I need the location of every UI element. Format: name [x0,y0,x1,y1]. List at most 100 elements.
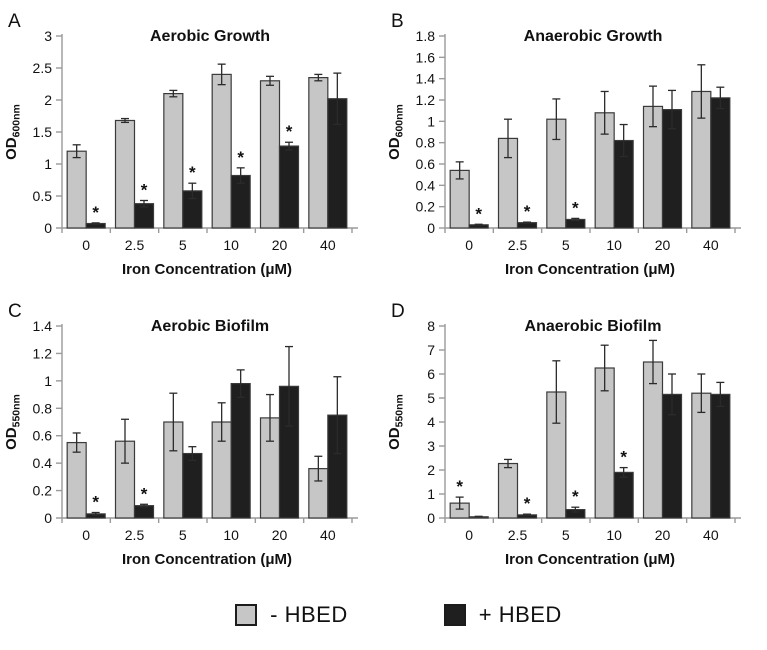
x-axis-category-label: 0 [82,237,90,253]
significance-star: * [524,494,531,513]
significance-star: * [456,477,463,496]
y-axis-tick-label: 0.6 [416,156,436,172]
figure-legend: - HBED + HBED [30,580,767,650]
y-axis-tick-label: 3 [44,28,52,44]
x-axis-category-label: 5 [562,527,570,543]
significance-star: * [524,202,531,221]
y-axis-tick-label: 3 [427,438,435,454]
bar-minus-hbed [66,150,87,229]
y-axis-title: OD550nm [3,394,23,450]
x-axis-category-label: 10 [606,237,622,253]
y-axis-tick-label: 6 [427,366,435,382]
panel-letter: C [8,301,22,322]
legend-label-plus-hbed: + HBED [478,602,562,627]
y-axis-tick-label: 2.5 [33,60,53,76]
x-axis-category-label: 40 [320,527,336,543]
bar-plus-hbed [278,145,300,229]
y-axis-tick-label: 1.5 [33,124,53,140]
significance-star: * [572,487,579,506]
chart-title: Aerobic Biofilm [151,318,269,335]
significance-star: * [141,484,148,503]
significance-star: * [286,122,293,141]
y-axis-tick-label: 5 [427,390,435,406]
y-axis-tick-label: 0 [427,510,435,526]
x-axis-category-label: 2.5 [125,237,145,253]
x-axis-category-label: 20 [272,237,288,253]
significance-star: * [475,204,482,223]
x-axis-category-label: 40 [703,237,719,253]
bar-plus-hbed [613,471,634,519]
x-axis-category-label: 2.5 [125,527,145,543]
bar-plus-hbed [710,97,731,229]
chart-panel-c: 00.20.40.60.811.21.4*0*2.5 5 10 20 40CAerobi… [3,301,358,568]
x-axis-category-label: 0 [465,527,473,543]
y-axis-tick-label: 1 [44,156,52,172]
y-axis-tick-label: 0.2 [416,199,436,215]
x-axis-category-label: 5 [179,527,187,543]
chart-panel-b: 00.20.40.60.811.21.41.61.8*0*2.5*5 10 20 40… [386,11,741,278]
x-axis-category-label: 20 [655,527,671,543]
y-axis-tick-label: 0.8 [416,135,436,151]
bar-minus-hbed [642,361,664,519]
y-axis-tick-label: 0.2 [33,483,53,499]
y-axis-tick-label: 0 [44,510,52,526]
chart-grid: 0 0.5 1 1.5 2 2.5 3 * 0 * 2.5 * 5 * 10 * 20 40 A Aerobic Gr… [3,11,741,568]
bar-plus-hbed [710,393,731,519]
bar-minus-hbed [497,462,519,519]
bar-minus-hbed [308,76,329,229]
x-axis-category-label: 0 [465,237,473,253]
y-axis-tick-label: 4 [427,414,435,430]
significance-star: * [92,203,99,222]
x-axis-category-label: 5 [562,237,570,253]
bar-minus-hbed [259,80,281,229]
y-axis-tick-label: 0 [427,220,435,236]
y-axis-tick-label: 2 [427,462,435,478]
x-axis-category-label: 40 [320,237,336,253]
significance-star: * [572,198,579,217]
y-axis-tick-label: 0.6 [33,428,53,444]
significance-star: * [237,148,244,167]
y-axis-tick-label: 1.2 [33,345,53,361]
y-axis-title: OD600nm [386,104,406,160]
panel-letter: A [8,11,21,32]
x-axis-category-label: 10 [223,527,239,543]
y-axis-tick-label: 1 [44,373,52,389]
y-axis-tick-label: 2 [44,92,52,108]
y-axis-tick-label: 0 [44,220,52,236]
x-axis-category-label: 2.5 [508,237,528,253]
panel-letter: D [391,301,405,322]
x-axis-category-label: 0 [82,527,90,543]
x-axis-title: Iron Concentration (μM) [505,261,675,278]
chart-title: Anaerobic Growth [524,28,663,45]
legend-label-minus-hbed: - HBED [270,602,348,627]
x-axis-category-label: 40 [703,527,719,543]
x-axis-category-label: 10 [223,237,239,253]
x-axis-title: Iron Concentration (μM) [505,551,675,568]
y-axis-title: OD600nm [3,104,23,160]
bar-plus-hbed [182,452,203,519]
y-axis-tick-label: 1 [427,113,435,129]
bar-minus-hbed [66,441,87,519]
legend-item-minus-hbed: - HBED [235,602,348,628]
chart-title: Anaerobic Biofilm [525,318,662,335]
bar-plus-hbed [230,382,251,519]
y-axis-tick-label: 1.6 [416,49,436,65]
y-axis-tick-label: 1.4 [33,318,53,334]
y-axis-tick-label: 7 [427,342,435,358]
y-axis-tick-label: 0.4 [33,455,53,471]
significance-star: * [92,493,99,512]
panel-letter: B [391,11,404,32]
y-axis-tick-label: 0.5 [33,188,53,204]
chart-title: Aerobic Growth [150,28,270,45]
y-axis-tick-label: 0.4 [416,177,436,193]
significance-star: * [620,448,627,467]
legend-swatch-minus-hbed [235,604,258,626]
x-axis-title: Iron Concentration (μM) [122,551,292,568]
y-axis-tick-label: 1.2 [416,92,436,108]
x-axis-category-label: 2.5 [508,527,528,543]
x-axis-category-label: 10 [606,527,622,543]
y-axis-tick-label: 1.4 [416,71,436,87]
legend-swatch-plus-hbed [443,604,466,626]
significance-star: * [189,163,196,182]
